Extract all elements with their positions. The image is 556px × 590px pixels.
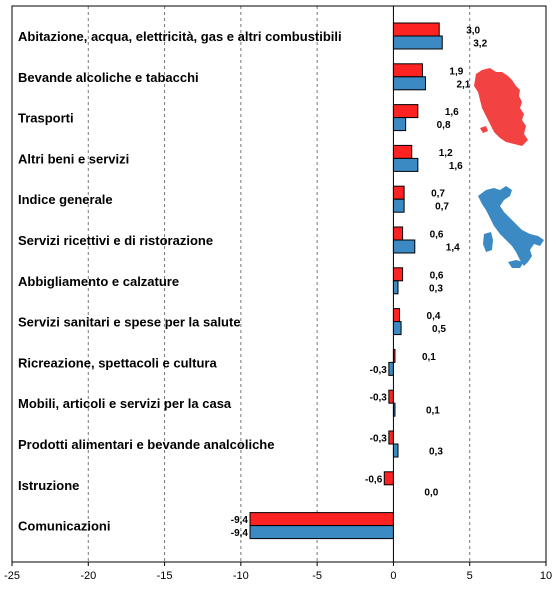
x-tick-label: 0	[390, 570, 396, 582]
bar	[392, 117, 407, 132]
x-tick-label: 5	[467, 570, 473, 582]
value-label: 1,4	[446, 243, 460, 254]
value-label: 0,3	[429, 283, 443, 294]
bar	[249, 512, 394, 527]
legend-maps	[474, 68, 544, 268]
bar	[388, 430, 394, 445]
category-label: Trasporti	[18, 111, 74, 126]
value-label: 0,7	[431, 189, 445, 200]
bar	[392, 267, 404, 282]
category-label: Indice generale	[18, 192, 113, 207]
value-label: 0,5	[432, 324, 446, 335]
value-label: 0,1	[422, 352, 436, 363]
bar	[392, 321, 402, 336]
value-label: 0,1	[426, 406, 440, 417]
bar	[392, 63, 423, 78]
bar	[392, 239, 416, 254]
bar	[392, 35, 443, 50]
category-label: Comunicazioni	[18, 519, 110, 534]
value-label: -9,4	[231, 515, 249, 526]
category-label: Prodotti alimentari e bevande analcolich…	[18, 437, 274, 452]
x-tick-label: 10	[540, 570, 552, 582]
value-label: 1,2	[439, 148, 453, 159]
value-label: 3,2	[473, 39, 487, 50]
tuscany-map-icon	[474, 68, 528, 146]
sardinia-map-icon	[483, 232, 493, 252]
bar	[388, 361, 394, 376]
category-label: Istruzione	[18, 478, 79, 493]
bar	[392, 280, 399, 295]
bar	[392, 157, 419, 172]
value-label: 0,6	[430, 230, 444, 241]
bar	[392, 185, 405, 200]
bar	[392, 144, 413, 159]
value-label: 1,6	[445, 107, 459, 118]
bar	[392, 104, 419, 119]
category-label: Ricreazione, spettacoli e cultura	[18, 355, 217, 370]
bar	[249, 525, 394, 540]
bar	[392, 198, 405, 213]
value-label: 3,0	[466, 26, 480, 37]
value-label: -0,3	[370, 393, 388, 404]
value-label: 1,6	[449, 161, 463, 172]
value-label: 0,3	[429, 447, 443, 458]
x-tick-label: -5	[312, 570, 322, 582]
x-tick-label: -20	[80, 570, 96, 582]
category-label: Abitazione, acqua, elettricità, gas e al…	[18, 29, 342, 44]
value-label: -0,3	[370, 434, 388, 445]
category-label: Altri beni e servizi	[18, 151, 129, 166]
bar	[392, 308, 401, 323]
italy-map-icon	[478, 186, 544, 266]
category-label: Mobili, articoli e servizi per la casa	[18, 396, 232, 411]
value-label: -0,3	[370, 365, 388, 376]
bar	[392, 443, 399, 458]
category-labels: Abitazione, acqua, elettricità, gas e al…	[18, 29, 342, 534]
grid-lines	[11, 5, 547, 563]
bar	[392, 76, 426, 91]
category-label: Servizi sanitari e spese per la salute	[18, 315, 241, 330]
x-axis: -25 -20 -15 -10 -5 0 5 10	[4, 562, 552, 582]
value-label: -0,6	[365, 474, 383, 485]
value-label: 0,0	[424, 487, 438, 498]
bar	[383, 471, 394, 486]
bar	[388, 389, 394, 404]
x-tick-label: -25	[4, 570, 20, 582]
bar	[392, 22, 440, 37]
tuscany-island-icon	[480, 126, 488, 133]
plot-frame	[11, 5, 547, 563]
value-label: 0,4	[427, 311, 441, 322]
category-label: Servizi ricettivi e di ristorazione	[18, 233, 213, 248]
value-labels: 3,03,21,92,11,60,81,21,60,70,70,61,40,60…	[231, 26, 488, 540]
value-label: 0,6	[430, 270, 444, 281]
x-tick-label: -15	[157, 570, 173, 582]
category-label: Abbigliamento e calzature	[18, 274, 179, 289]
value-label: -9,4	[231, 528, 249, 539]
category-label: Bevande alcoliche e tabacchi	[18, 70, 199, 85]
value-label: 2,1	[456, 79, 470, 90]
value-label: 0,7	[435, 202, 449, 213]
bars	[249, 22, 443, 540]
bar	[392, 226, 404, 241]
value-label: 1,9	[449, 66, 463, 77]
x-tick-label: -10	[233, 570, 249, 582]
value-label: 0,8	[437, 120, 451, 131]
sicily-map-icon	[508, 260, 524, 268]
